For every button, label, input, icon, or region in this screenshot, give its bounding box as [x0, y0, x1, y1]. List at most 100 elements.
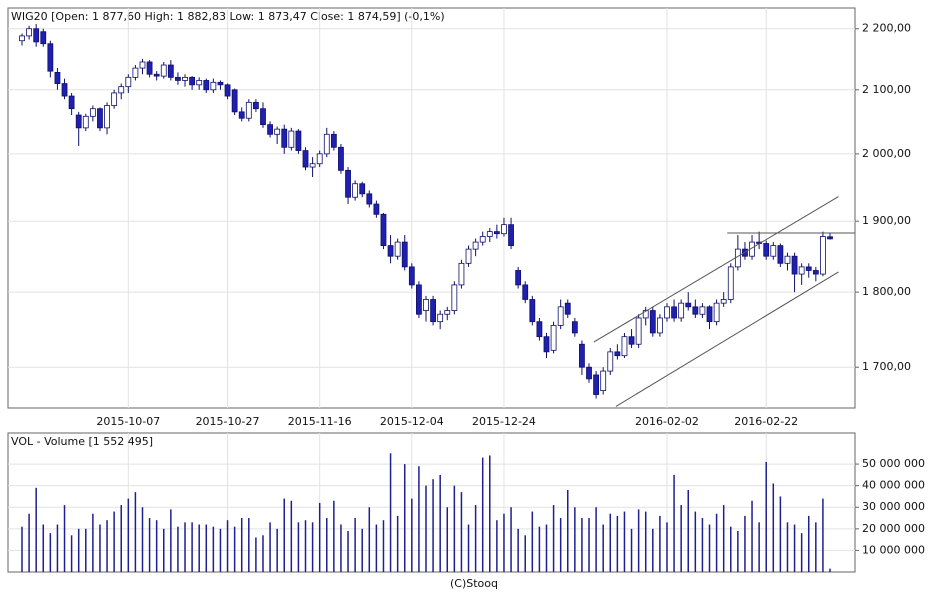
candle-body: [515, 270, 522, 286]
candle-body: [600, 370, 607, 391]
candle-body: [274, 128, 281, 135]
candle-body: [401, 241, 408, 268]
candle-body: [260, 108, 266, 126]
volume-bar: [659, 515, 661, 572]
candle-body: [621, 336, 628, 357]
candle-body: [295, 130, 302, 151]
volume-bar: [829, 568, 831, 572]
candle-body: [366, 193, 373, 205]
candle-body: [252, 101, 259, 110]
volume-bar: [28, 513, 30, 572]
volume-bar: [623, 511, 626, 572]
volume-bar: [77, 528, 80, 572]
volume-bar: [70, 535, 73, 572]
y-tick-label: 2 000,00: [862, 147, 911, 160]
volume-bar: [474, 505, 477, 572]
candle-body: [160, 64, 167, 77]
volume-bar: [744, 515, 746, 572]
candle-body: [812, 270, 819, 275]
candle-body: [97, 108, 103, 129]
volume-bar: [552, 505, 555, 572]
candle-body: [451, 284, 458, 311]
candle-body: [167, 64, 174, 78]
volume-bar: [737, 530, 739, 572]
x-tick-label: 2015-12-24: [472, 415, 536, 428]
candle-body: [536, 321, 543, 338]
volume-bar: [184, 522, 186, 572]
candle-body: [345, 169, 351, 198]
candle-body: [309, 163, 316, 168]
y-tick-label: 2 200,00: [862, 22, 911, 35]
candle-body: [685, 302, 692, 308]
volume-bar: [807, 515, 810, 572]
volume-bar: [177, 526, 179, 572]
candle-body: [217, 81, 224, 86]
volume-bar: [517, 528, 519, 572]
volume-bar: [276, 528, 278, 572]
volume-bar: [63, 505, 66, 572]
volume-bar: [269, 522, 271, 572]
volume-bar: [389, 453, 392, 572]
volume-bar: [361, 528, 363, 572]
candle-body: [798, 266, 805, 275]
volume-bar: [588, 518, 590, 572]
volume-bar: [772, 483, 775, 572]
volume-bar: [687, 489, 689, 572]
candle-body: [231, 89, 238, 113]
y-tick-label: 1 900,00: [862, 214, 911, 227]
candle-body: [82, 115, 89, 129]
volume-bar: [347, 530, 349, 572]
volume-bar: [467, 524, 470, 572]
volume-bar: [382, 520, 385, 572]
volume-bar: [219, 528, 222, 572]
candle-body: [40, 31, 47, 45]
volume-bar: [708, 524, 711, 572]
volume-bar: [155, 520, 158, 572]
volume-bar: [730, 526, 732, 572]
volume-bar: [120, 505, 122, 572]
volume-bar: [148, 518, 151, 572]
y-tick-label: 10 000 000: [862, 543, 925, 556]
volume-bar: [212, 526, 215, 572]
candle-body: [238, 111, 245, 119]
candle-body: [763, 243, 770, 257]
volume-bar: [793, 524, 796, 572]
volume-bar: [758, 522, 760, 572]
y-tick-label: 40 000 000: [862, 479, 925, 492]
candle-body: [437, 313, 444, 323]
volume-bar: [354, 518, 356, 572]
volume-bar: [680, 505, 682, 572]
volume-bar: [800, 533, 803, 572]
candle-body: [664, 306, 670, 319]
candle-body: [522, 284, 529, 300]
candle-body: [486, 231, 493, 237]
volume-bar: [446, 507, 449, 572]
volume-bar: [35, 487, 37, 572]
volume-bar: [297, 522, 300, 572]
candle-body: [791, 255, 798, 275]
volume-bar: [751, 500, 753, 572]
volume-bar: [56, 524, 59, 572]
candle-body: [359, 183, 366, 195]
candle-body: [196, 80, 203, 86]
candle-body: [508, 224, 514, 247]
x-tick-label: 2015-10-27: [196, 415, 260, 428]
volume-bar: [240, 518, 243, 572]
volume-bar: [411, 498, 413, 572]
volume-bar: [318, 502, 321, 572]
volume-bar: [42, 524, 45, 572]
candle-body: [458, 262, 465, 286]
volume-bar: [205, 524, 208, 572]
candle-body: [770, 245, 777, 257]
volume-bar: [233, 526, 236, 572]
volume-bar: [779, 496, 782, 572]
volume-bar: [524, 535, 526, 572]
candle-body: [153, 73, 160, 77]
volume-bar: [567, 489, 569, 572]
volume-bar: [134, 492, 137, 572]
candle-body: [182, 76, 188, 81]
volume-bar: [226, 520, 229, 572]
volume-bar: [106, 520, 108, 572]
candle-body: [642, 310, 649, 319]
candle-body: [146, 61, 153, 75]
